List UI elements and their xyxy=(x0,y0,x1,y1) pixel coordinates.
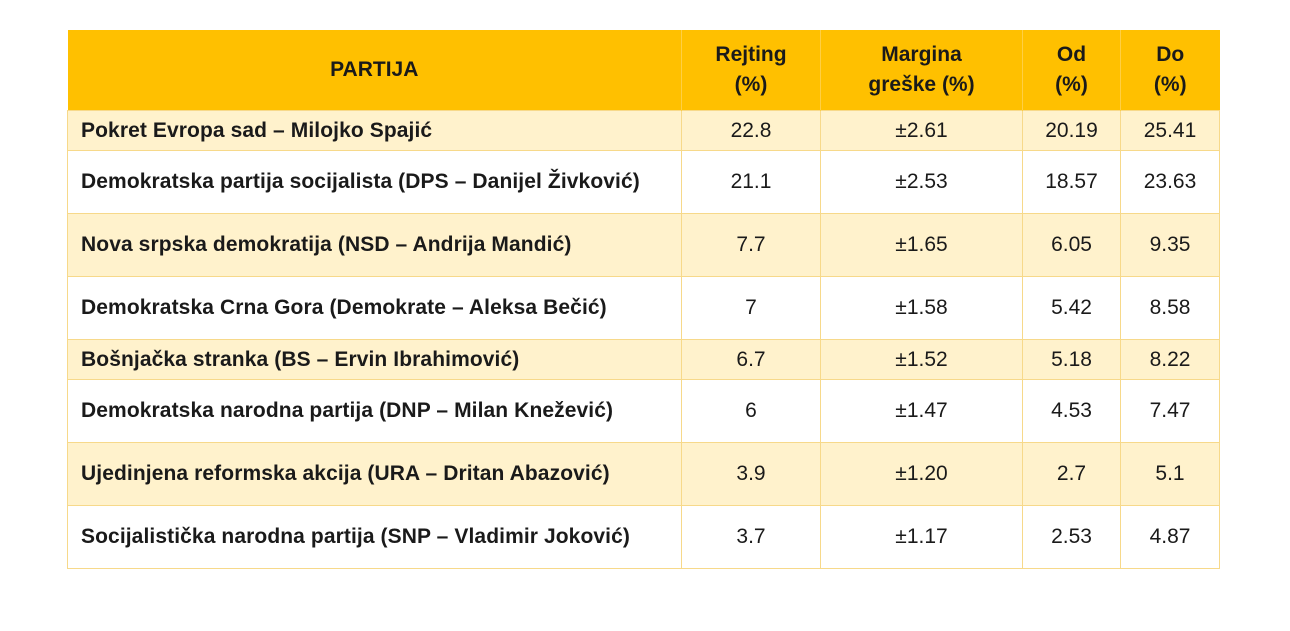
margin-value: ±1.17 xyxy=(820,505,1023,569)
to-value: 25.41 xyxy=(1120,110,1220,151)
header-to: Do (%) xyxy=(1120,30,1220,111)
header-rating: Rejting (%) xyxy=(681,30,821,111)
rating-value: 3.9 xyxy=(681,442,821,506)
poll-table-container: PARTIJA Rejting (%) Margina greške (%) O… xyxy=(67,30,1220,569)
header-party: PARTIJA xyxy=(67,30,682,111)
party-name: Pokret Evropa sad – Milojko Spajić xyxy=(67,110,682,151)
from-value: 5.42 xyxy=(1022,276,1121,340)
rating-value: 21.1 xyxy=(681,150,821,214)
table-row: Demokratska narodna partija (DNP – Milan… xyxy=(67,379,1220,443)
table-row: Nova srpska demokratija (NSD – Andrija M… xyxy=(67,213,1220,277)
header-rating-line2: (%) xyxy=(734,73,768,96)
header-from: Od (%) xyxy=(1022,30,1121,111)
margin-value: ±1.20 xyxy=(820,442,1023,506)
party-name: Ujedinjena reformska akcija (URA – Drita… xyxy=(67,442,682,506)
margin-value: ±1.65 xyxy=(820,213,1023,277)
from-value: 5.18 xyxy=(1022,339,1121,380)
table-row: Demokratska partija socijalista (DPS – D… xyxy=(67,150,1220,214)
party-name: Socijalistička narodna partija (SNP – Vl… xyxy=(67,505,682,569)
rating-value: 3.7 xyxy=(681,505,821,569)
rating-value: 6 xyxy=(681,379,821,443)
rating-value: 6.7 xyxy=(681,339,821,380)
to-value: 8.22 xyxy=(1120,339,1220,380)
header-row: PARTIJA Rejting (%) Margina greške (%) O… xyxy=(67,30,1220,111)
table-body: Pokret Evropa sad – Milojko Spajić 22.8 … xyxy=(67,110,1220,569)
to-value: 23.63 xyxy=(1120,150,1220,214)
header-margin-line1: Margina xyxy=(881,43,962,66)
rating-value: 22.8 xyxy=(681,110,821,151)
table-row: Bošnjačka stranka (BS – Ervin Ibrahimovi… xyxy=(67,339,1220,380)
to-value: 7.47 xyxy=(1120,379,1220,443)
poll-table: PARTIJA Rejting (%) Margina greške (%) O… xyxy=(67,30,1220,569)
party-name: Nova srpska demokratija (NSD – Andrija M… xyxy=(67,213,682,277)
to-value: 5.1 xyxy=(1120,442,1220,506)
rating-value: 7.7 xyxy=(681,213,821,277)
table-row: Pokret Evropa sad – Milojko Spajić 22.8 … xyxy=(67,110,1220,151)
to-value: 4.87 xyxy=(1120,505,1220,569)
party-name: Bošnjačka stranka (BS – Ervin Ibrahimovi… xyxy=(67,339,682,380)
party-name: Demokratska partija socijalista (DPS – D… xyxy=(67,150,682,214)
to-value: 9.35 xyxy=(1120,213,1220,277)
party-name: Demokratska narodna partija (DNP – Milan… xyxy=(67,379,682,443)
to-value: 8.58 xyxy=(1120,276,1220,340)
margin-value: ±2.61 xyxy=(820,110,1023,151)
table-header: PARTIJA Rejting (%) Margina greške (%) O… xyxy=(67,30,1220,111)
header-rating-line1: Rejting xyxy=(715,43,787,66)
header-to-line2: (%) xyxy=(1153,73,1187,96)
from-value: 6.05 xyxy=(1022,213,1121,277)
from-value: 20.19 xyxy=(1022,110,1121,151)
margin-value: ±1.58 xyxy=(820,276,1023,340)
header-party-label: PARTIJA xyxy=(330,58,419,81)
from-value: 2.53 xyxy=(1022,505,1121,569)
header-margin-line2: greške (%) xyxy=(868,73,975,96)
margin-value: ±1.52 xyxy=(820,339,1023,380)
from-value: 2.7 xyxy=(1022,442,1121,506)
table-row: Ujedinjena reformska akcija (URA – Drita… xyxy=(67,442,1220,506)
header-margin: Margina greške (%) xyxy=(820,30,1023,111)
from-value: 18.57 xyxy=(1022,150,1121,214)
margin-value: ±1.47 xyxy=(820,379,1023,443)
header-from-line1: Od xyxy=(1056,43,1087,66)
from-value: 4.53 xyxy=(1022,379,1121,443)
header-from-line2: (%) xyxy=(1055,73,1088,96)
table-row: Socijalistička narodna partija (SNP – Vl… xyxy=(67,505,1220,569)
header-to-line1: Do xyxy=(1156,43,1185,66)
table-row: Demokratska Crna Gora (Demokrate – Aleks… xyxy=(67,276,1220,340)
margin-value: ±2.53 xyxy=(820,150,1023,214)
party-name: Demokratska Crna Gora (Demokrate – Aleks… xyxy=(67,276,682,340)
rating-value: 7 xyxy=(681,276,821,340)
